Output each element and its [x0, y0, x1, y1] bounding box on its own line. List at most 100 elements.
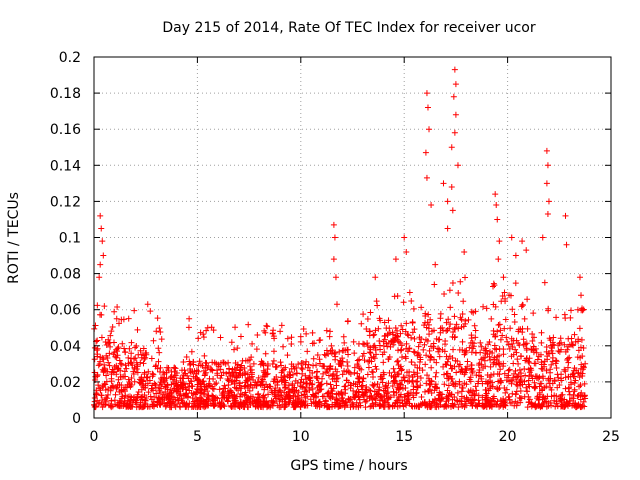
data-point — [117, 397, 124, 404]
data-point — [459, 384, 466, 391]
data-point — [187, 369, 194, 376]
data-point — [497, 327, 504, 334]
data-point — [399, 354, 406, 361]
data-point — [413, 390, 420, 397]
data-point — [432, 261, 439, 268]
data-point — [401, 234, 408, 241]
data-point — [500, 274, 507, 281]
data-point — [518, 377, 525, 384]
data-point — [307, 396, 314, 403]
data-point — [448, 391, 455, 398]
data-point — [464, 358, 471, 365]
data-point — [105, 391, 112, 398]
data-point — [319, 393, 326, 400]
data-point — [376, 387, 383, 394]
data-point — [423, 174, 430, 181]
data-point — [154, 399, 161, 406]
data-point — [519, 238, 526, 245]
data-point — [208, 324, 215, 331]
data-point — [526, 369, 533, 376]
data-point — [158, 385, 165, 392]
data-point — [414, 370, 421, 377]
data-point — [368, 393, 375, 400]
data-point — [543, 180, 550, 187]
data-point — [450, 329, 457, 336]
data-point — [221, 394, 228, 401]
data-point — [551, 377, 558, 384]
data-point — [514, 373, 521, 380]
data-point — [482, 350, 489, 357]
data-point — [472, 327, 479, 334]
data-point — [271, 376, 278, 383]
data-point — [93, 347, 100, 354]
data-point — [507, 325, 514, 332]
data-point — [394, 357, 401, 364]
x-tick-label: 25 — [602, 429, 620, 445]
data-point — [529, 331, 536, 338]
data-point — [474, 403, 481, 410]
data-point — [457, 314, 464, 321]
data-point — [521, 393, 528, 400]
data-point — [411, 335, 418, 342]
data-point — [506, 366, 513, 373]
data-point — [443, 353, 450, 360]
data-point — [496, 321, 503, 328]
data-point — [156, 381, 163, 388]
data-point — [414, 383, 421, 390]
data-point — [264, 370, 271, 377]
data-point — [372, 327, 379, 334]
data-point — [220, 359, 227, 366]
data-point — [122, 348, 129, 355]
data-point — [246, 399, 253, 406]
data-point — [99, 238, 106, 245]
data-point — [425, 325, 432, 332]
data-point — [105, 359, 112, 366]
data-point — [523, 345, 530, 352]
data-point — [133, 366, 140, 373]
data-point — [562, 374, 569, 381]
data-point — [180, 358, 187, 365]
data-point — [427, 356, 434, 363]
data-point — [142, 397, 149, 404]
data-point — [236, 379, 243, 386]
data-point — [491, 282, 498, 289]
data-point — [426, 331, 433, 338]
data-point — [171, 385, 178, 392]
data-point — [545, 402, 552, 409]
data-point — [531, 347, 538, 354]
data-point — [95, 362, 102, 369]
data-point — [204, 402, 211, 409]
data-point — [215, 361, 222, 368]
data-point — [200, 334, 207, 341]
data-point — [149, 373, 156, 380]
data-point — [445, 316, 452, 323]
data-point — [263, 371, 270, 378]
data-point — [521, 315, 528, 322]
data-point — [481, 347, 488, 354]
data-point — [362, 404, 369, 411]
data-point — [369, 397, 376, 404]
data-point — [131, 307, 138, 314]
data-point — [502, 316, 509, 323]
data-point — [101, 361, 108, 368]
data-point — [427, 381, 434, 388]
data-point — [378, 394, 385, 401]
data-point — [144, 301, 151, 308]
data-point — [160, 391, 167, 398]
data-point — [267, 402, 274, 409]
data-point — [194, 397, 201, 404]
data-point — [139, 380, 146, 387]
data-point — [359, 386, 366, 393]
data-point — [310, 398, 317, 405]
data-point — [340, 333, 347, 340]
data-point — [291, 403, 298, 410]
data-point — [261, 384, 268, 391]
data-point — [187, 360, 194, 367]
data-point — [451, 66, 458, 73]
data-point — [188, 348, 195, 355]
data-point — [286, 399, 293, 406]
data-point — [443, 394, 450, 401]
data-point — [381, 319, 388, 326]
data-point — [428, 202, 435, 209]
data-point — [422, 310, 429, 317]
